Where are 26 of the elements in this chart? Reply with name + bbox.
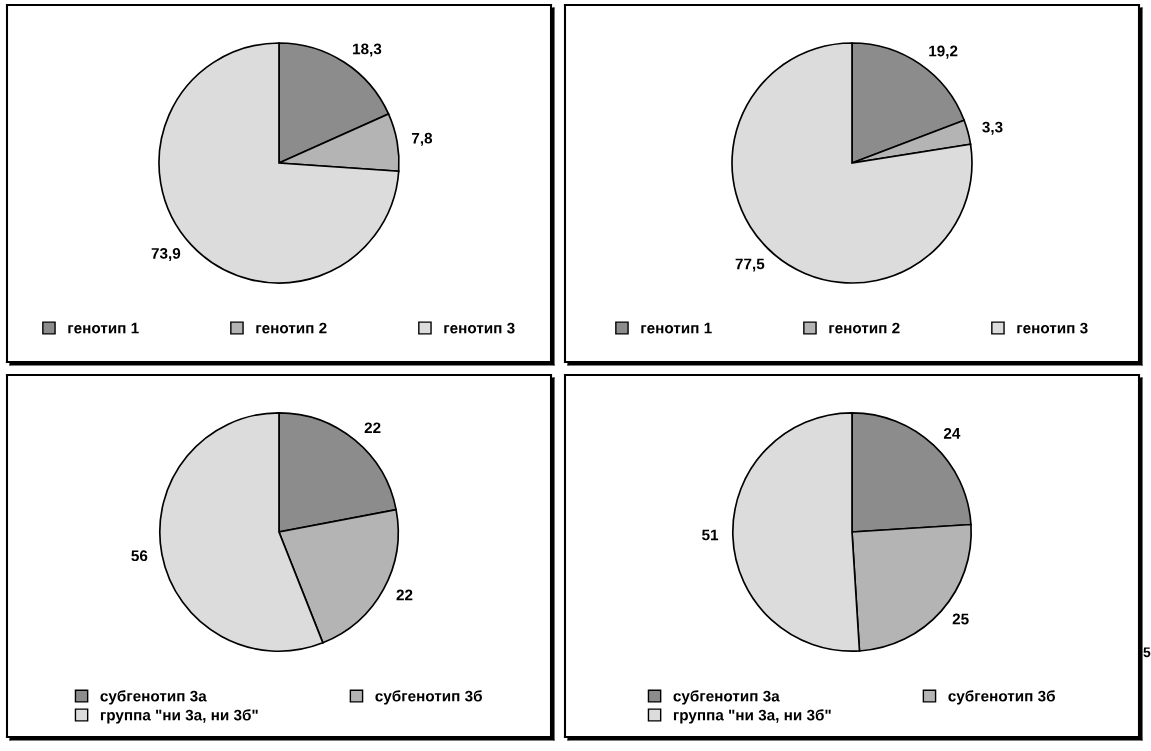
legend-label: группа "ни 3а, ни 3б" [100,709,258,724]
legend-label: генотип 2 [256,322,327,334]
legend-label: субгенотип 3б [948,690,1055,705]
data-label: 22 [396,589,413,601]
legend-label: генотип 2 [829,322,900,334]
data-label: 7,8 [411,132,433,146]
legend-label: субгенотип 3б [375,690,482,705]
data-label: 25 [952,613,969,625]
legend-label: генотип 1 [68,322,139,334]
data-label: 3,3 [982,121,1003,135]
data-label: 56 [131,550,148,562]
data-label: 77,5 [735,258,765,272]
data-label: 51 [702,529,719,541]
data-label: 19,2 [929,45,958,59]
legend-label: генотип 1 [641,322,712,334]
text: 5 [1143,647,1151,658]
data-label: 24 [943,427,961,439]
legend-label: генотип 3 [444,322,515,334]
legend-label: субгенотип 3а [100,690,207,705]
data-label: 22 [364,422,381,434]
data-label: 73,9 [151,247,181,262]
legend-label: группа "ни 3а, ни 3б" [673,709,831,724]
data-label: 18,3 [353,43,382,57]
legend-label: субгенотип 3а [673,690,780,705]
legend-label: генотип 3 [1017,322,1088,334]
pie-slice [731,42,973,284]
